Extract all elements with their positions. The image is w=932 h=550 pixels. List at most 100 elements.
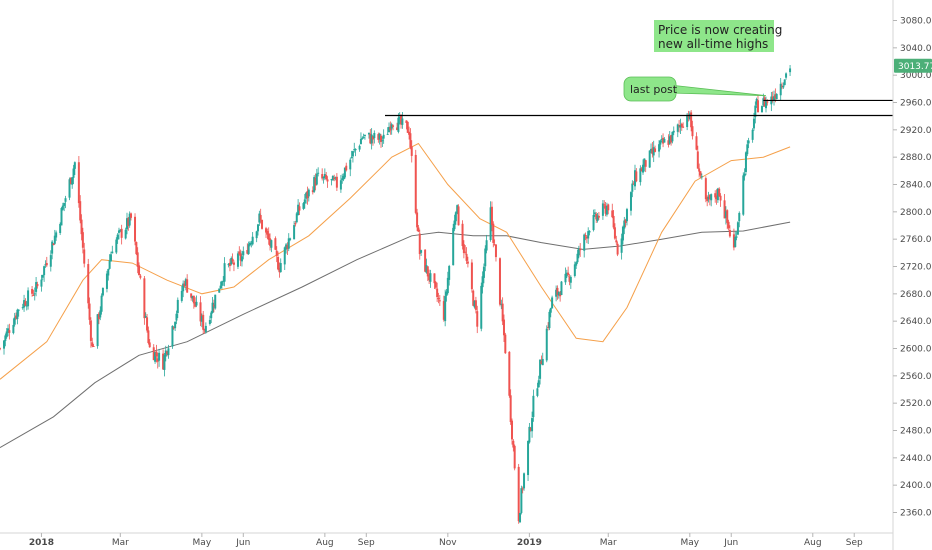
candle-body (643, 158, 646, 167)
candle-body (195, 301, 198, 306)
candle-body (667, 140, 670, 145)
candle-body (785, 73, 788, 78)
candle-body (55, 232, 58, 238)
candle-body (60, 208, 63, 226)
candle-body (527, 440, 530, 476)
candle-body (287, 238, 290, 249)
candle-body (461, 223, 464, 247)
candle-body (382, 134, 385, 139)
candle-body (295, 213, 298, 223)
candle-body (557, 292, 560, 296)
candle-body (593, 212, 596, 215)
candle-body (765, 100, 768, 109)
candle-body (313, 177, 316, 192)
x-tick-label: Nov (439, 538, 457, 548)
candle-body (724, 211, 727, 218)
candle-body (406, 121, 409, 133)
candle-body (465, 253, 468, 261)
candle-body (398, 117, 401, 119)
candle-body (211, 302, 214, 313)
candle-body (540, 360, 543, 365)
candle-body (405, 120, 408, 123)
candle-body (536, 388, 539, 396)
candle-body (774, 94, 777, 99)
candle-body (457, 206, 460, 226)
y-tick-label: 2440.00 (900, 454, 932, 464)
candle-body (511, 420, 514, 440)
candle-body (73, 162, 76, 169)
candle-body (651, 148, 654, 155)
candle-body (91, 342, 94, 347)
candle-body (305, 192, 308, 199)
y-tick-label: 3040.00 (900, 44, 932, 54)
candle-body (723, 200, 726, 219)
candle-body (612, 215, 615, 228)
candle-body (679, 125, 682, 128)
candle-body (261, 219, 264, 229)
candle-body (242, 251, 245, 256)
candle-body (27, 290, 30, 307)
candle-body (650, 148, 653, 151)
all-time-high-note[interactable] (654, 20, 774, 52)
candle-body (445, 291, 448, 296)
candle-body (482, 266, 485, 278)
candle-body (379, 135, 382, 142)
candle-body (232, 262, 235, 265)
candle-body (231, 258, 234, 262)
candle-body (257, 224, 260, 232)
candle-body (289, 238, 292, 240)
resistance-lines[interactable] (385, 99, 893, 117)
candle-body (418, 233, 421, 255)
candle-body (378, 133, 381, 140)
candle-body (756, 100, 759, 113)
candle-body (573, 264, 576, 276)
candle-body (208, 319, 211, 324)
candle-body (111, 251, 114, 254)
y-tick-label: 3000.00 (900, 71, 932, 81)
candle-body (307, 189, 310, 197)
candle-body (452, 227, 455, 266)
candle-body (521, 488, 524, 490)
candle-body (25, 305, 28, 307)
candle-body (51, 241, 54, 254)
candle-body (773, 96, 776, 101)
candle-body (202, 314, 205, 330)
candle-body (658, 144, 661, 152)
x-tick-label: Sep (358, 538, 375, 548)
candle-body (49, 255, 52, 267)
candle-body (742, 175, 745, 215)
candle-body (565, 272, 568, 276)
candle-body (97, 313, 100, 320)
candle-body (567, 272, 570, 275)
candle-body (119, 229, 122, 231)
candle-body (428, 275, 431, 281)
candle-body (323, 174, 326, 178)
candle-body (194, 302, 197, 307)
candle-body (175, 313, 178, 321)
candle-body (652, 147, 655, 156)
candle-body (136, 252, 139, 267)
last-post-callout[interactable] (623, 76, 677, 102)
y-tick-label: 2640.00 (900, 317, 932, 327)
y-tick-label: 2920.00 (900, 126, 932, 136)
candle-body (259, 215, 262, 220)
candle-body (789, 68, 792, 73)
candle-body (373, 132, 376, 139)
candle-body (625, 209, 628, 222)
candle-body (342, 175, 345, 180)
candle-body (613, 227, 616, 239)
candle-body (59, 223, 62, 234)
candle-body (529, 428, 532, 431)
candle-body (306, 190, 309, 199)
candle-body (343, 167, 346, 178)
candle-body (293, 225, 296, 240)
candle-body (71, 177, 74, 185)
candle-body (648, 150, 651, 168)
candle-body (53, 235, 56, 244)
candle-body (699, 171, 702, 176)
candle-body (362, 137, 365, 139)
y-tick-label: 2520.00 (900, 399, 932, 409)
candle-body (322, 176, 325, 179)
